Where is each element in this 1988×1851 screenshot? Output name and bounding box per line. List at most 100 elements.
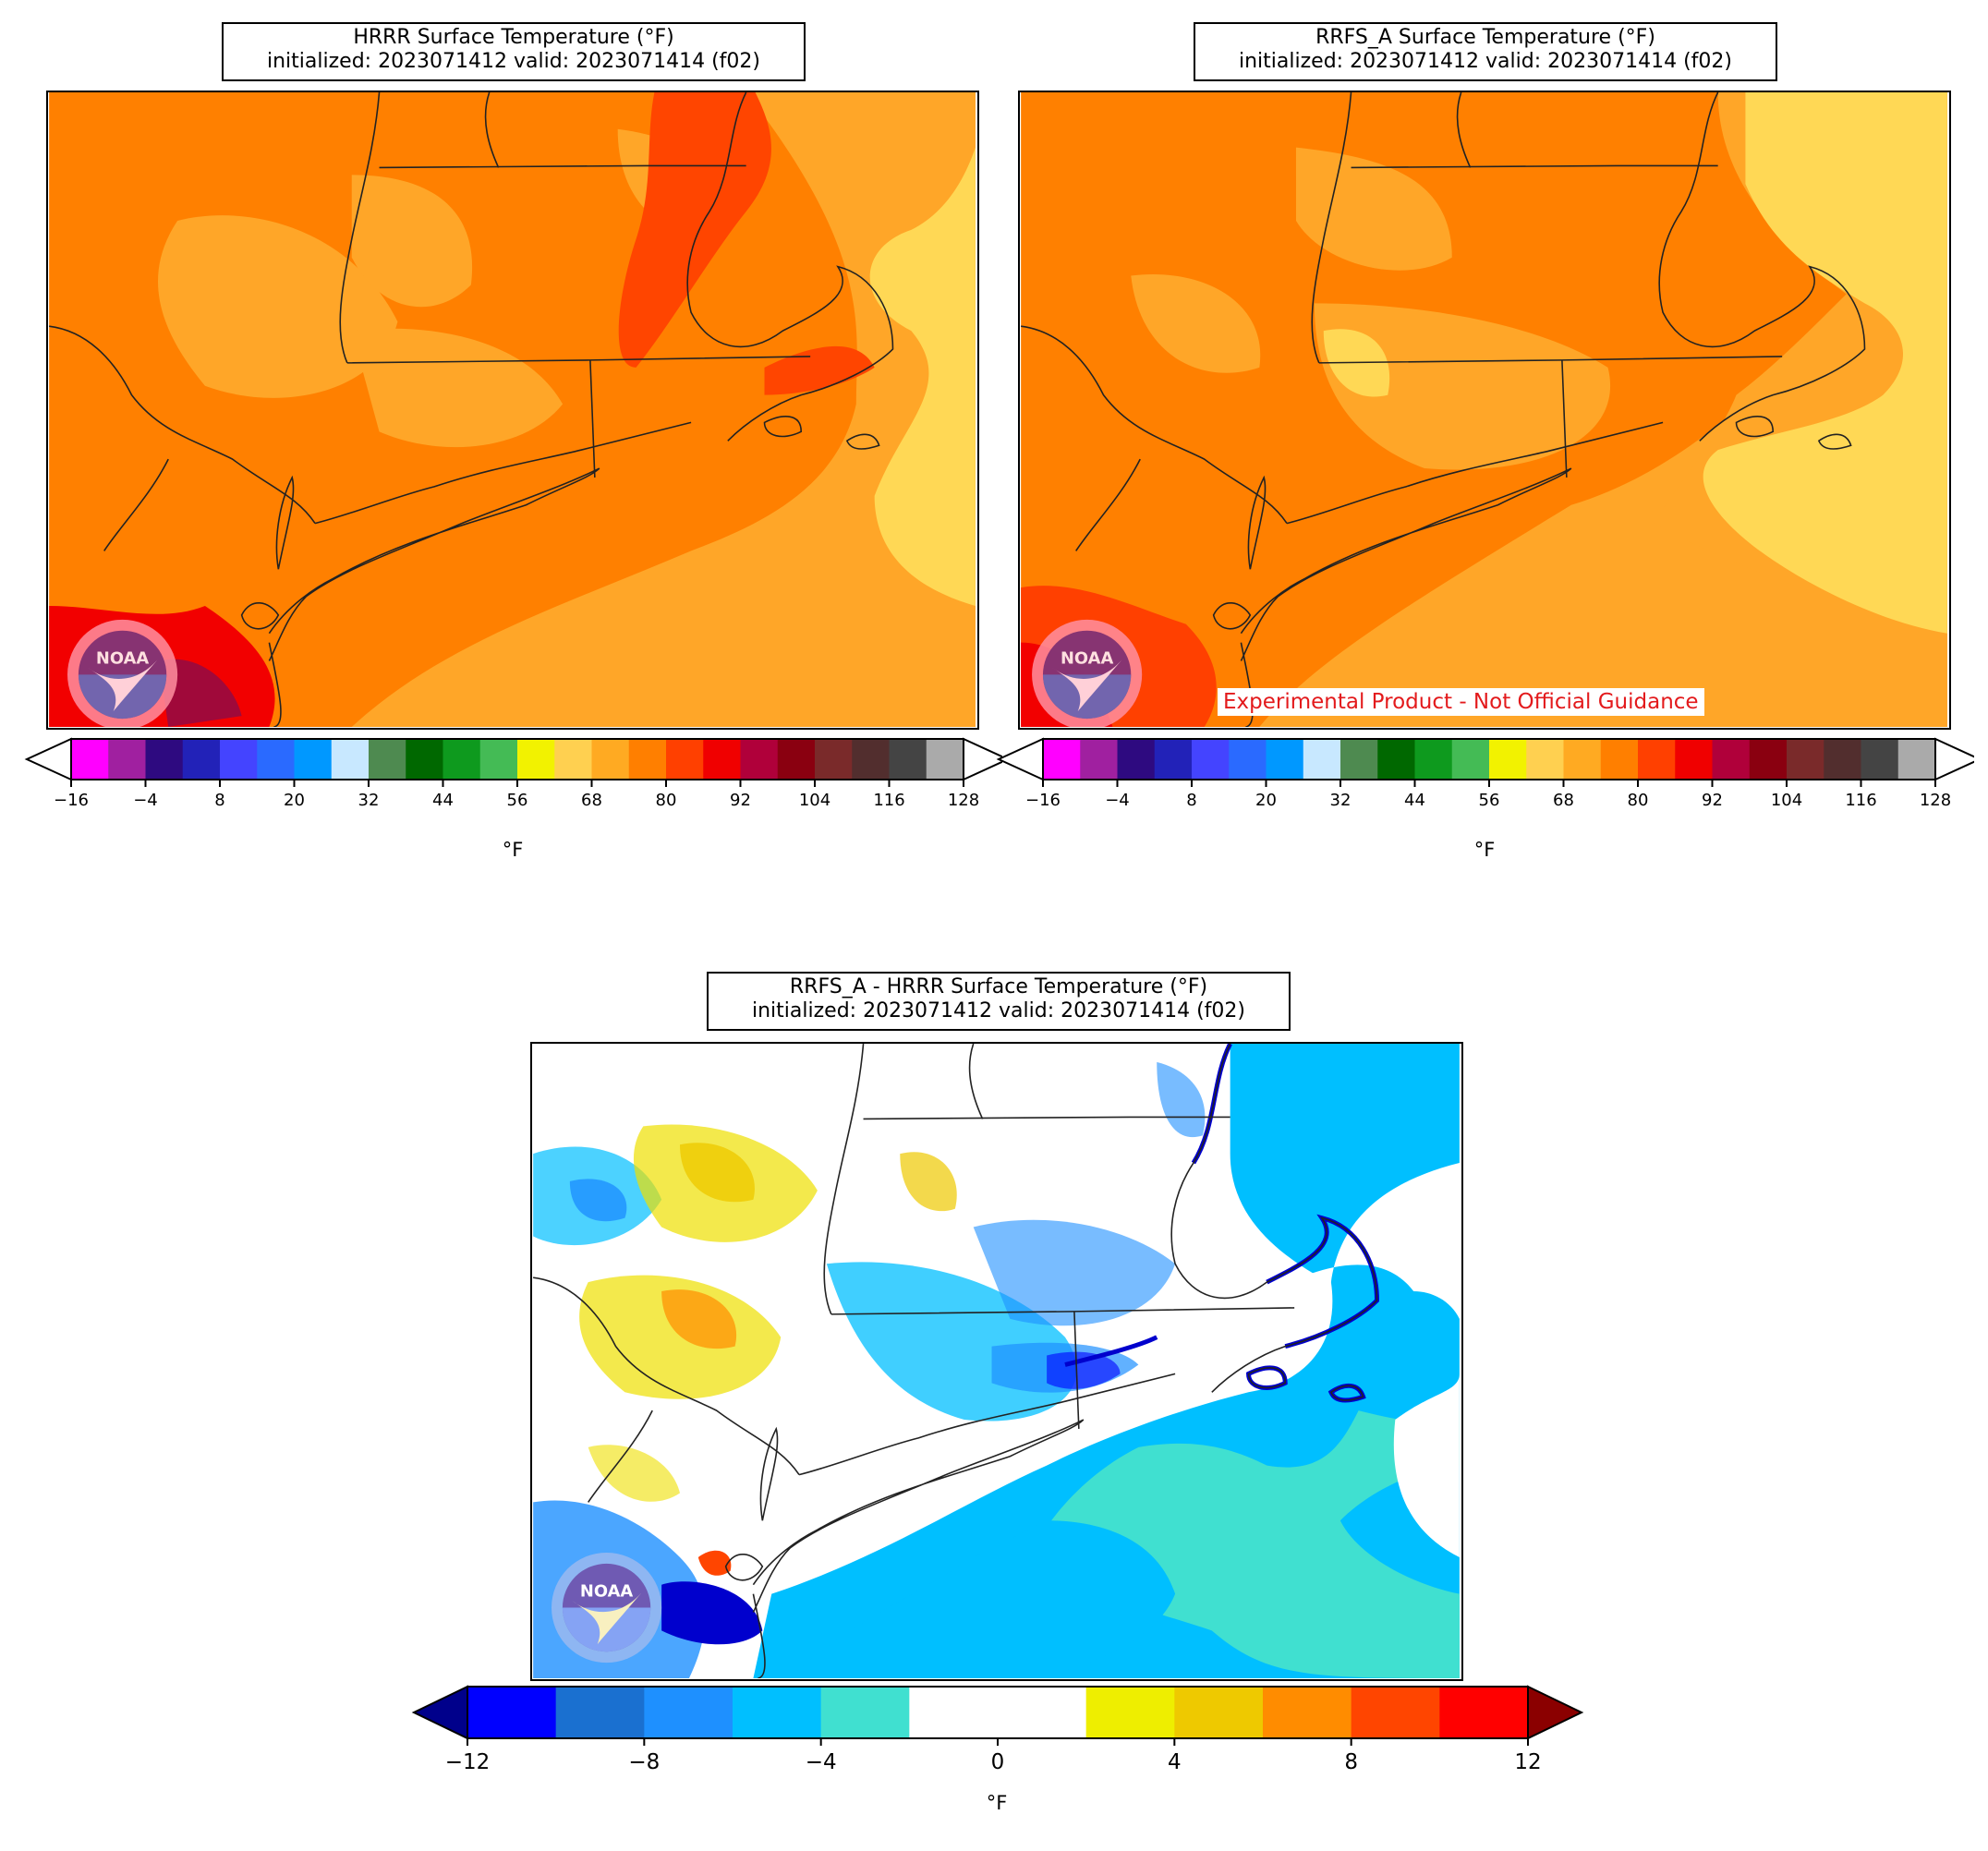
difference-colorbar-over-extension: [1527, 1685, 1584, 1740]
hrrr-colorbar-tick-label: 32: [358, 791, 380, 810]
hrrr-colorbar-color-bin: [369, 739, 406, 780]
rrfs-colorbar-over-extension: [1934, 737, 1974, 781]
rrfs-colorbar-color-bin: [1824, 739, 1861, 780]
difference-map[interactable]: NOAA: [530, 1042, 1463, 1681]
hrrr-colorbar-tick-label: 92: [730, 791, 751, 810]
difference-colorbar-color-bin: [555, 1687, 645, 1738]
rrfs-colorbar-color-bin: [1638, 739, 1676, 780]
rrfs-temperature-map[interactable]: NOAA Experimental Product - Not Official…: [1018, 91, 1951, 730]
svg-text:NOAA: NOAA: [580, 1582, 633, 1602]
hrrr-colorbar-tick-label: 116: [873, 791, 904, 810]
hrrr-temperature-map[interactable]: NOAA: [46, 91, 979, 730]
rrfs-colorbar-tick-label: 68: [1553, 791, 1574, 810]
noaa-logo-icon: NOAA: [67, 619, 178, 727]
hrrr-colorbar-color-bin: [294, 739, 333, 780]
hrrr-colorbar-color-bin: [479, 739, 518, 780]
hrrr-colorbar-under-extension: [24, 737, 72, 781]
hrrr-colorbar-color-bin: [740, 739, 779, 780]
hrrr-colorbar-color-bin: [257, 739, 295, 780]
rrfs-colorbar-tick-label: 32: [1330, 791, 1352, 810]
rrfs-colorbar-unit: °F: [1473, 839, 1496, 861]
hrrr-colorbar-tick-label: −4: [133, 791, 158, 810]
hrrr-colorbar-color-bin: [852, 739, 890, 780]
hrrr-colorbar-tick-label: 128: [948, 791, 979, 810]
rrfs-colorbar-color-bin: [1340, 739, 1378, 780]
diff-title-box: RRFS_A - HRRR Surface Temperature (°F) i…: [707, 972, 1291, 1031]
hrrr-colorbar-color-bin: [220, 739, 258, 780]
experimental-disclaimer: Experimental Product - Not Official Guid…: [1218, 688, 1704, 716]
rrfs-colorbar-color-bin: [1712, 739, 1751, 780]
hrrr-colorbar-tick-label: 104: [799, 791, 830, 810]
hrrr-colorbar-color-bin: [889, 739, 927, 780]
rrfs-colorbar-color-bin: [1675, 739, 1713, 780]
difference-colorbar-tick-label: 8: [1344, 1750, 1358, 1773]
hrrr-colorbar-color-bin: [108, 739, 146, 780]
hrrr-colorbar-unit: °F: [502, 839, 524, 861]
rrfs-colorbar-tick-label: −16: [1025, 791, 1061, 810]
difference-colorbar-tick-label: 12: [1514, 1750, 1541, 1773]
hrrr-colorbar-tick-label: 56: [507, 791, 528, 810]
rrfs-colorbar-color-bin: [1154, 739, 1193, 780]
difference-colorbar-color-bin: [820, 1687, 910, 1738]
difference-colorbar-color-bin: [644, 1687, 733, 1738]
difference-colorbar-color-bin: [1263, 1687, 1352, 1738]
rrfs-title-line2: initialized: 2023071412 valid: 202307141…: [1239, 50, 1732, 73]
difference-colorbar-tick-label: 0: [991, 1750, 1005, 1773]
hrrr-map-svg: NOAA: [49, 92, 976, 727]
rrfs-colorbar-tick-label: 128: [1920, 791, 1951, 810]
hrrr-colorbar-tick-label: 44: [432, 791, 454, 810]
difference-colorbar-color-bin: [733, 1687, 822, 1738]
difference-colorbar-color-bin: [998, 1687, 1087, 1738]
rrfs-colorbar-color-bin: [1080, 739, 1118, 780]
rrfs-colorbar-color-bin: [1897, 739, 1936, 780]
svg-text:NOAA: NOAA: [1061, 648, 1113, 668]
rrfs-colorbar-tick-label: 92: [1702, 791, 1723, 810]
noaa-logo-icon: NOAA: [1032, 619, 1143, 727]
hrrr-colorbar-tick-label: 20: [284, 791, 305, 810]
hrrr-colorbar-color-bin: [926, 739, 964, 780]
svg-text:NOAA: NOAA: [96, 648, 149, 668]
difference-colorbar-unit: °F: [986, 1792, 1008, 1814]
rrfs-colorbar-under-extension: [996, 737, 1044, 781]
rrfs-colorbar-tick-label: 104: [1771, 791, 1802, 810]
rrfs-colorbar-color-bin: [1303, 739, 1341, 780]
hrrr-colorbar-color-bin: [517, 739, 555, 780]
hrrr-colorbar-color-bin: [182, 739, 221, 780]
hrrr-title-line2: initialized: 2023071412 valid: 202307141…: [267, 50, 760, 73]
hrrr-title-box: HRRR Surface Temperature (°F) initialize…: [222, 22, 806, 81]
rrfs-colorbar-color-bin: [1600, 739, 1639, 780]
difference-colorbar-color-bin: [909, 1687, 999, 1738]
diff-map-svg: NOAA: [533, 1044, 1460, 1678]
rrfs-colorbar-tick-label: 44: [1404, 791, 1425, 810]
difference-colorbar-tick-label: −4: [806, 1750, 837, 1773]
rrfs-colorbar-tick-label: 80: [1628, 791, 1649, 810]
difference-colorbar-color-bin: [1439, 1687, 1529, 1738]
difference-colorbar-color-bin: [1085, 1687, 1175, 1738]
hrrr-colorbar-tick-label: 68: [581, 791, 602, 810]
hrrr-title-line1: HRRR Surface Temperature (°F): [353, 26, 674, 49]
rrfs-title-box: RRFS_A Surface Temperature (°F) initiali…: [1194, 22, 1777, 81]
hrrr-temperature-colorbar: −16 −4 8 20 32 44 56 68 80 92 104 116 128: [24, 737, 1002, 810]
rrfs-colorbar-color-bin: [1414, 739, 1453, 780]
hrrr-colorbar-color-bin: [777, 739, 816, 780]
hrrr-colorbar-color-bin: [442, 739, 481, 780]
rrfs-colorbar-color-bin: [1229, 739, 1267, 780]
hrrr-colorbar-color-bin: [815, 739, 853, 780]
hrrr-colorbar-color-bin: [666, 739, 704, 780]
rrfs-colorbar-tick-label: 8: [1186, 791, 1196, 810]
difference-colorbar-color-bin: [467, 1687, 557, 1738]
rrfs-colorbar-color-bin: [1563, 739, 1602, 780]
rrfs-colorbar-color-bin: [1861, 739, 1899, 780]
rrfs-map-svg: NOAA: [1021, 92, 1947, 727]
hrrr-colorbar-color-bin: [406, 739, 443, 780]
rrfs-colorbar-color-bin: [1451, 739, 1490, 780]
hrrr-colorbar-tick-label: 8: [214, 791, 224, 810]
hrrr-colorbar-color-bin: [71, 739, 109, 780]
rrfs-title-line1: RRFS_A Surface Temperature (°F): [1315, 26, 1655, 49]
rrfs-colorbar-tick-label: 56: [1479, 791, 1500, 810]
rrfs-colorbar-color-bin: [1489, 739, 1527, 780]
difference-colorbar-color-bin: [1174, 1687, 1264, 1738]
hrrr-colorbar-tick-label: 80: [656, 791, 677, 810]
difference-colorbar-under-extension: [411, 1685, 468, 1740]
rrfs-colorbar-tick-label: 116: [1845, 791, 1876, 810]
